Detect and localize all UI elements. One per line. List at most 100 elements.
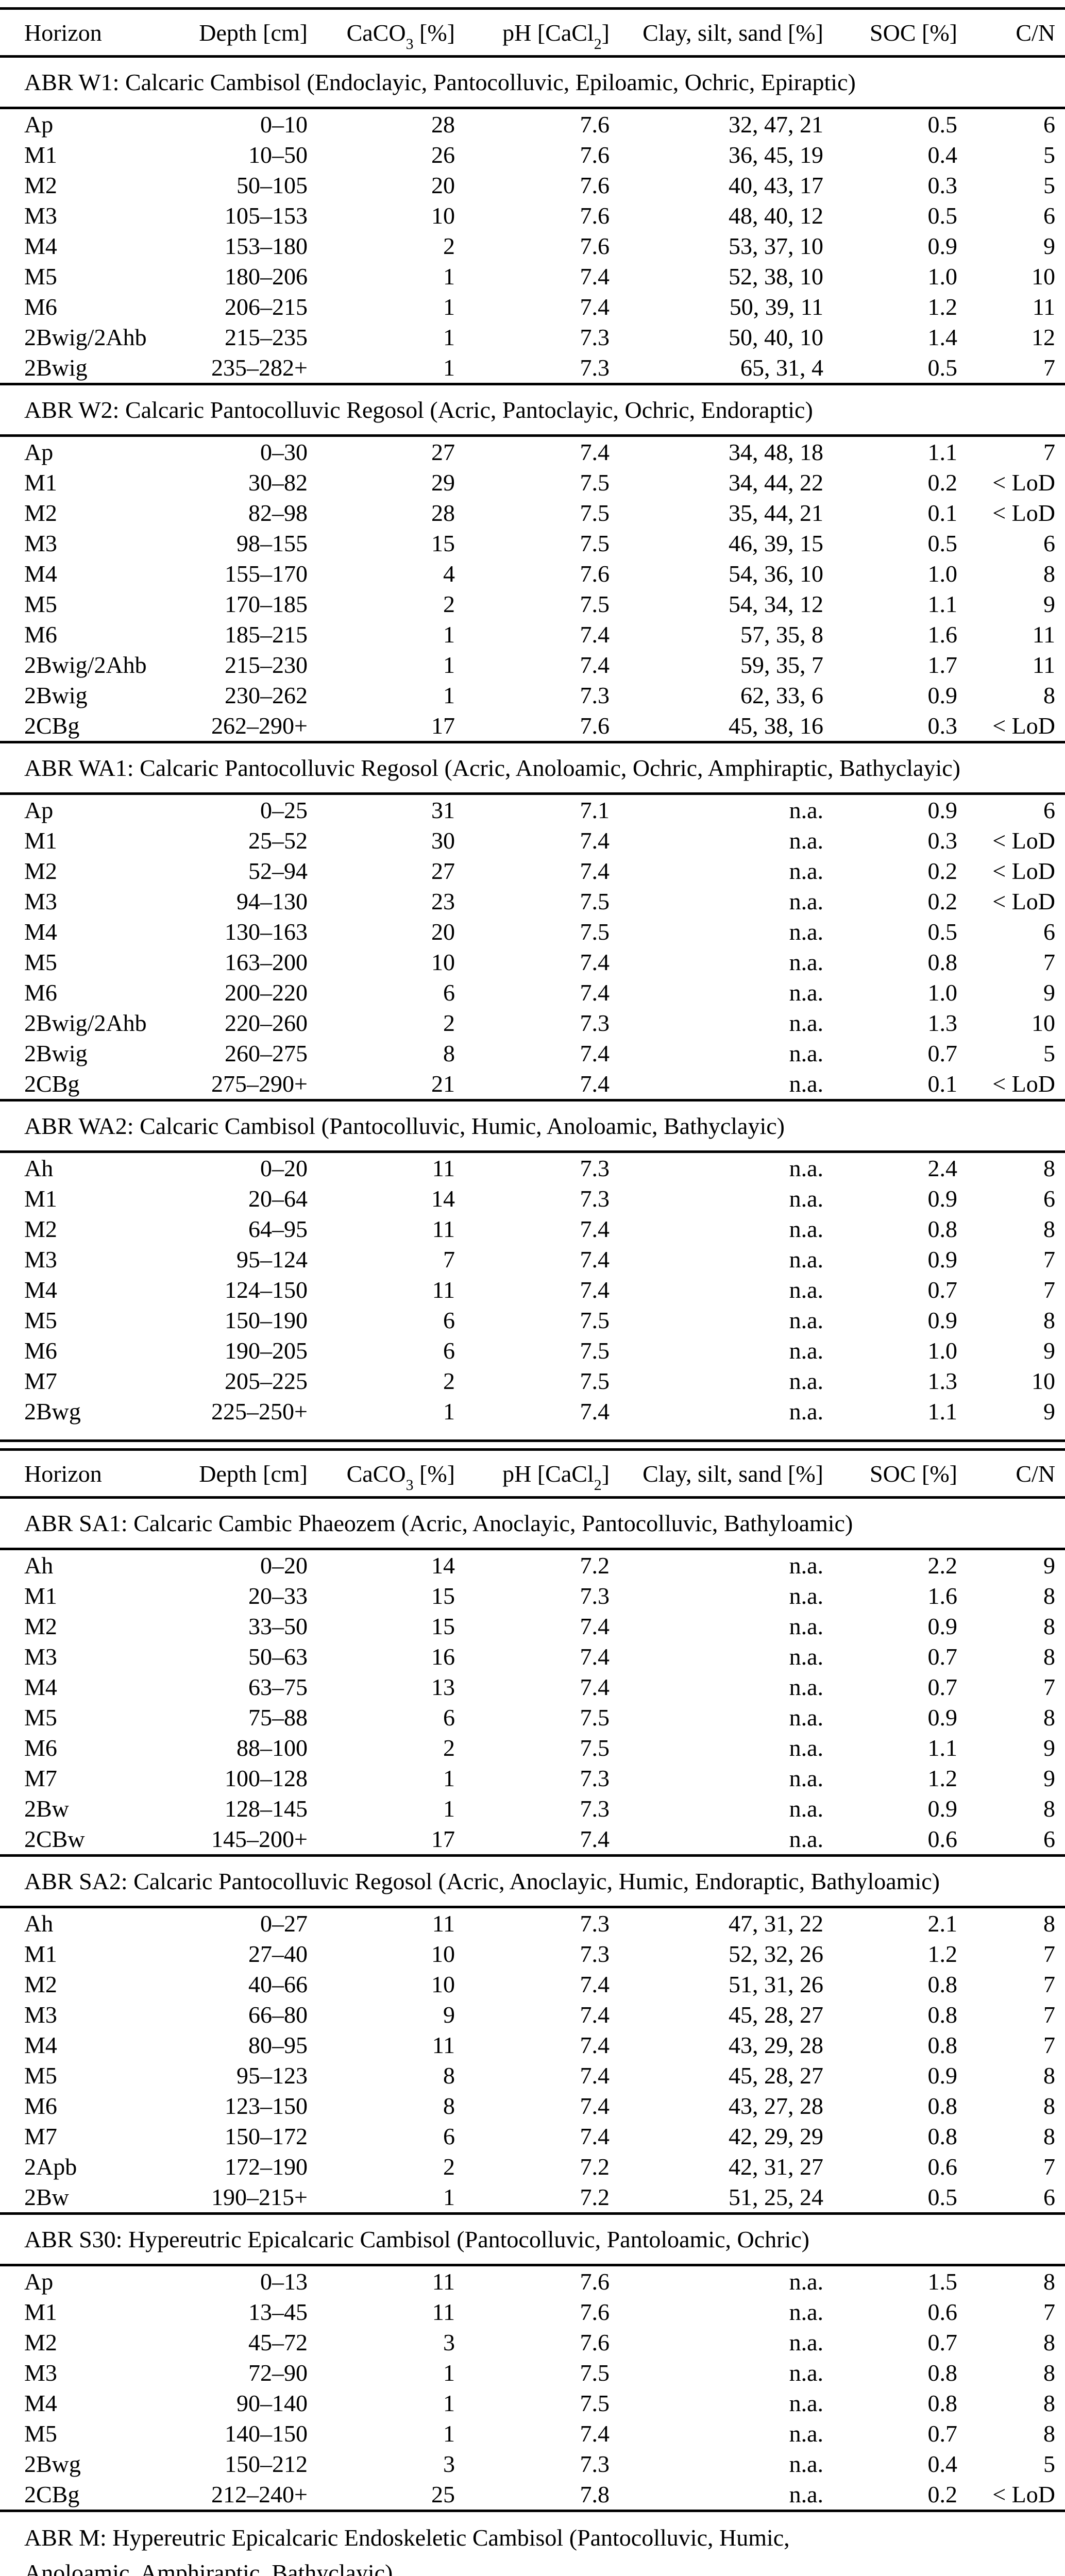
cell-texture: 34, 48, 18 bbox=[729, 439, 823, 465]
table-row-abr-sa1: M3 50–63 16 7.4 n.a. 0.7 8 bbox=[0, 1641, 1065, 1672]
table-row-abr-sa2: M4 80–95 11 7.4 43, 29, 28 0.8 7 bbox=[0, 2030, 1065, 2060]
cell-soc: 0.9 bbox=[927, 1307, 958, 1333]
cell-horizon: M1 bbox=[24, 2299, 57, 2325]
cell-soc: 0.9 bbox=[927, 2062, 958, 2089]
table-row-abr-w1: M4 153–180 2 7.6 53, 37, 10 0.9 9 bbox=[0, 231, 1065, 261]
cell-cn: 11 bbox=[1032, 652, 1055, 678]
cell-texture: 45, 38, 16 bbox=[729, 713, 823, 739]
cell-texture: n.a. bbox=[789, 919, 823, 945]
cell-ph: 7.3 bbox=[580, 1185, 610, 1212]
cell-depth: 172–190 bbox=[225, 2154, 308, 2180]
table-row-abr-sa2: Ah 0–27 11 7.3 47, 31, 22 2.1 8 bbox=[0, 1907, 1065, 1939]
cell-soc: 0.8 bbox=[927, 2093, 958, 2119]
cell-soc: 1.1 bbox=[927, 1398, 958, 1425]
cell-caco3: 11 bbox=[432, 1216, 455, 1242]
cell-ph: 7.5 bbox=[580, 1735, 610, 1761]
cell-cn: 6 bbox=[1043, 919, 1055, 945]
cell-cn: 9 bbox=[1043, 1398, 1055, 1425]
cell-caco3: 6 bbox=[443, 979, 455, 1006]
cell-caco3: 11 bbox=[432, 1277, 455, 1303]
section-title-row-abr-sa1: ABR SA1: Calcaric Cambic Phaeozem (Acric… bbox=[0, 1497, 1065, 1550]
cell-cn: 9 bbox=[1043, 1337, 1055, 1364]
cell-texture: n.a. bbox=[789, 2299, 823, 2325]
cell-cn: 8 bbox=[1043, 1216, 1055, 1242]
cell-ph: 7.4 bbox=[580, 1071, 610, 1097]
table-row-abr-w1: M2 50–105 20 7.6 40, 43, 17 0.3 5 bbox=[0, 170, 1065, 200]
table-row-abr-sa1: M4 63–75 13 7.4 n.a. 0.7 7 bbox=[0, 1672, 1065, 1702]
cell-depth: 128–145 bbox=[225, 1795, 308, 1822]
cell-depth: 205–225 bbox=[225, 1368, 308, 1394]
cell-horizon: 2CBw bbox=[24, 1826, 85, 1852]
cell-texture: 59, 35, 7 bbox=[740, 652, 823, 678]
cell-horizon: M7 bbox=[24, 2123, 57, 2149]
cell-ph: 7.4 bbox=[580, 2062, 610, 2089]
cell-texture: 45, 28, 27 bbox=[729, 2062, 823, 2089]
cell-ph: 7.4 bbox=[580, 263, 610, 290]
cell-soc: 0.8 bbox=[927, 1216, 958, 1242]
table-row-abr-s30: M5 140–150 1 7.4 n.a. 0.7 8 bbox=[0, 2418, 1065, 2449]
cell-horizon: M4 bbox=[24, 1674, 57, 1700]
table-row-abr-s30: Ap 0–13 11 7.6 n.a. 1.5 8 bbox=[0, 2265, 1065, 2297]
cell-soc: 0.4 bbox=[927, 2451, 958, 2477]
cell-caco3: 1 bbox=[443, 354, 455, 381]
cell-depth: 33–50 bbox=[248, 1613, 308, 1639]
soil-table-part-1: Horizon Depth [cm] CaCO3 [%] pH [CaCl2] Clay… bbox=[0, 10, 1065, 1427]
column-header-depth: Depth [cm] bbox=[155, 1451, 308, 1499]
cell-texture: n.a. bbox=[789, 858, 823, 884]
cell-depth: 215–235 bbox=[225, 324, 308, 350]
cell-ph: 7.4 bbox=[580, 1246, 610, 1273]
table-row-abr-wa2: M3 95–124 7 7.4 n.a. 0.9 7 bbox=[0, 1244, 1065, 1275]
table-row-abr-w2: 2CBg 262–290+ 17 7.6 45, 38, 16 0.3 < LoD bbox=[0, 710, 1065, 742]
cell-depth: 212–240+ bbox=[211, 2481, 308, 2507]
column-header-soc: SOC [%] bbox=[823, 10, 957, 58]
cell-caco3: 20 bbox=[431, 919, 455, 945]
cell-soc: 1.0 bbox=[927, 561, 958, 587]
cell-ph: 7.6 bbox=[580, 713, 610, 739]
cell-soc: 1.3 bbox=[927, 1368, 958, 1394]
cell-horizon: Ah bbox=[24, 1552, 54, 1579]
cell-horizon: M5 bbox=[24, 591, 57, 617]
column-header-horizon: Horizon bbox=[0, 10, 155, 58]
table-row-abr-w2: M5 170–185 2 7.5 54, 34, 12 1.1 9 bbox=[0, 589, 1065, 619]
table-row-abr-s30: M3 72–90 1 7.5 n.a. 0.8 8 bbox=[0, 2358, 1065, 2388]
cell-depth: 123–150 bbox=[225, 2093, 308, 2119]
cell-caco3: 1 bbox=[443, 2420, 455, 2447]
table-row-abr-w2: M1 30–82 29 7.5 34, 44, 22 0.2 < LoD bbox=[0, 467, 1065, 498]
cell-caco3: 3 bbox=[443, 2329, 455, 2355]
cell-ph: 7.4 bbox=[580, 2123, 610, 2149]
cell-cn: 7 bbox=[1043, 949, 1055, 975]
table-row-abr-w2: M4 155–170 4 7.6 54, 36, 10 1.0 8 bbox=[0, 558, 1065, 589]
cell-texture: n.a. bbox=[789, 1071, 823, 1097]
cell-caco3: 13 bbox=[431, 1674, 455, 1700]
cell-depth: 190–205 bbox=[225, 1337, 308, 1364]
cell-horizon: M5 bbox=[24, 263, 57, 290]
cell-texture: 42, 31, 27 bbox=[729, 2154, 823, 2180]
cell-caco3: 15 bbox=[431, 1583, 455, 1609]
cell-texture: n.a. bbox=[789, 797, 823, 823]
cell-horizon: M5 bbox=[24, 1704, 57, 1731]
cell-horizon: 2Bw bbox=[24, 1795, 69, 1822]
cell-soc: 0.2 bbox=[927, 858, 958, 884]
cell-depth: 20–33 bbox=[248, 1583, 308, 1609]
cell-caco3: 2 bbox=[443, 591, 455, 617]
cell-ph: 7.4 bbox=[580, 1643, 610, 1670]
cell-caco3: 21 bbox=[431, 1071, 455, 1097]
table-row-abr-wa1: M1 25–52 30 7.4 n.a. 0.3 < LoD bbox=[0, 825, 1065, 856]
cell-horizon: M4 bbox=[24, 2390, 57, 2416]
cell-cn: 7 bbox=[1043, 1941, 1055, 1967]
cell-texture: n.a. bbox=[789, 2329, 823, 2355]
cell-caco3: 26 bbox=[431, 142, 455, 168]
cell-cn: 7 bbox=[1043, 2154, 1055, 2180]
cell-depth: 260–275 bbox=[225, 1040, 308, 1066]
cell-horizon: M4 bbox=[24, 1277, 57, 1303]
cell-cn: 6 bbox=[1043, 111, 1055, 138]
cell-depth: 94–130 bbox=[236, 888, 308, 914]
cell-cn: 8 bbox=[1043, 2420, 1055, 2447]
cell-ph: 7.4 bbox=[580, 1826, 610, 1852]
cell-ph: 7.3 bbox=[580, 1010, 610, 1036]
section-title-row-abr-wa2: ABR WA2: Calcaric Cambisol (Pantocolluvi… bbox=[0, 1099, 1065, 1153]
cell-ph: 7.3 bbox=[580, 1765, 610, 1791]
cell-ph: 7.4 bbox=[580, 621, 610, 648]
cell-soc: 0.7 bbox=[927, 1674, 958, 1700]
